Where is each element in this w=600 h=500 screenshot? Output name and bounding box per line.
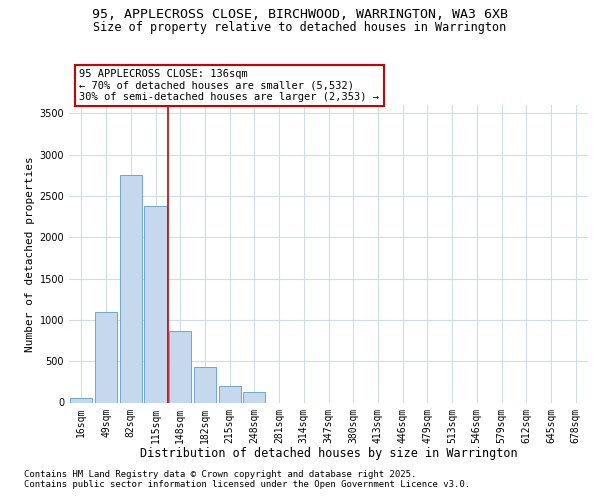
Text: Contains public sector information licensed under the Open Government Licence v3: Contains public sector information licen… <box>24 480 470 489</box>
Bar <box>169 330 191 402</box>
Bar <box>70 398 92 402</box>
Bar <box>243 392 265 402</box>
Bar <box>145 206 167 402</box>
Text: Contains HM Land Registry data © Crown copyright and database right 2025.: Contains HM Land Registry data © Crown c… <box>24 470 416 479</box>
Text: Size of property relative to detached houses in Warrington: Size of property relative to detached ho… <box>94 21 506 34</box>
Bar <box>95 312 117 402</box>
Text: 95 APPLECROSS CLOSE: 136sqm
← 70% of detached houses are smaller (5,532)
30% of : 95 APPLECROSS CLOSE: 136sqm ← 70% of det… <box>79 69 379 102</box>
Bar <box>119 175 142 402</box>
X-axis label: Distribution of detached houses by size in Warrington: Distribution of detached houses by size … <box>140 447 517 460</box>
Bar <box>218 386 241 402</box>
Bar <box>194 367 216 402</box>
Text: 95, APPLECROSS CLOSE, BIRCHWOOD, WARRINGTON, WA3 6XB: 95, APPLECROSS CLOSE, BIRCHWOOD, WARRING… <box>92 8 508 20</box>
Y-axis label: Number of detached properties: Number of detached properties <box>25 156 35 352</box>
